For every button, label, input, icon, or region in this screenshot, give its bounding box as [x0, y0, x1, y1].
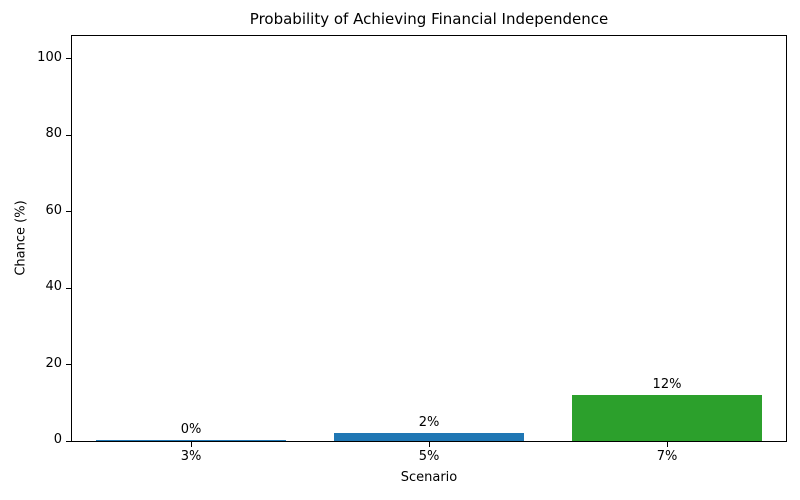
- bar-value-label: 12%: [652, 377, 682, 393]
- y-tick-label: 100: [37, 49, 62, 65]
- x-tick-label: 5%: [418, 449, 440, 464]
- chart-title: Probability of Achieving Financial Indep…: [249, 10, 609, 28]
- x-tick-mark: [666, 442, 668, 447]
- x-tick-mark: [428, 442, 430, 447]
- y-tick-mark: [66, 440, 71, 442]
- x-tick-label: 7%: [656, 449, 678, 464]
- x-axis-label: Scenario: [400, 470, 458, 485]
- bar-value-label: 0%: [180, 421, 202, 437]
- bar-value-label: 2%: [418, 415, 440, 431]
- x-tick-label: 3%: [180, 449, 202, 464]
- y-tick-label: 60: [45, 202, 62, 218]
- y-tick-mark: [66, 211, 71, 213]
- y-tick-mark: [66, 134, 71, 136]
- x-tick-mark: [190, 442, 192, 447]
- y-tick-label: 0: [53, 432, 62, 447]
- bar: [95, 439, 287, 441]
- y-tick-label: 80: [45, 126, 62, 142]
- plot-area: 0 20 40 60 80 100 0% 3% 2% 5% 12% 7%: [37, 35, 787, 464]
- y-tick-mark: [66, 287, 71, 289]
- y-tick-label: 20: [45, 355, 62, 371]
- bar: [333, 433, 525, 441]
- y-tick-mark: [66, 58, 71, 60]
- bar: [571, 395, 763, 441]
- y-tick-label: 40: [45, 279, 62, 295]
- y-tick-mark: [66, 364, 71, 366]
